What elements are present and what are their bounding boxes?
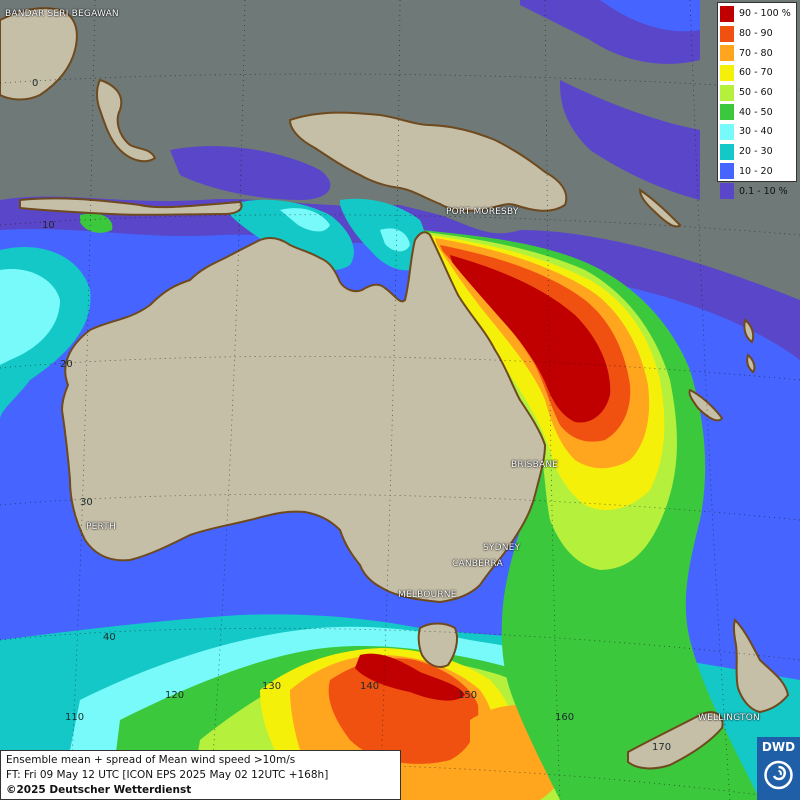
dwd-swirl-icon [764,760,793,790]
legend-row: 0.1 - 10 % [720,181,794,201]
legend-row: 30 - 40 [720,122,794,142]
info-copyright: ©2025 Deutscher Wetterdienst [6,784,192,796]
lon-label-120: 120 [165,690,185,701]
legend-label: 70 - 80 [739,47,773,59]
lat-label-20: 20 [60,359,73,370]
legend-swatch [720,84,734,101]
legend-row: 10 - 20 [720,162,794,182]
legend-swatch [720,5,734,22]
legend-swatch [720,123,734,140]
legend-label: 20 - 30 [739,146,773,158]
legend-swatch [720,45,734,62]
lon-label-170: 170 [652,742,672,753]
legend-label: 0.1 - 10 % [739,185,788,197]
legend-label: 60 - 70 [739,67,773,79]
lat-label-10: 10 [42,220,55,231]
legend-label: 40 - 50 [739,106,773,118]
legend-row: 90 - 100 % [720,4,794,24]
dwd-logo: DWD [757,737,800,800]
lat-label-0: 0 [32,78,39,89]
info-forecast-time: FT: Fri 09 May 12 UTC [ICON EPS 2025 May… [6,769,329,781]
landmass [0,7,790,770]
city-bandar-seri-begawan: BANDAR SERI BEGAWAN [5,9,119,19]
legend-swatch [720,25,734,42]
legend-swatch [720,163,734,180]
city-wellington: WELLINGTON [698,713,760,723]
lon-label-160: 160 [555,712,575,723]
city-perth: PERTH [86,522,116,532]
info-box: Ensemble mean + spread of Mean wind spee… [0,750,401,800]
legend-row: 80 - 90 [720,24,794,44]
legend-row: 40 - 50 [720,102,794,122]
city-brisbane: BRISBANE [511,460,559,470]
city-melbourne: MELBOURNE [398,590,457,600]
lon-label-130: 130 [262,681,282,692]
dwd-logo-text: DWD [761,740,796,754]
lon-label-140: 140 [360,681,380,692]
legend-label: 10 - 20 [739,165,773,177]
city-port-moresby: PORT MORESBY [446,207,519,217]
legend-label: 80 - 90 [739,28,773,40]
city-sydney: SYDNEY [483,543,521,553]
legend-label: 90 - 100 % [739,8,791,20]
lat-label-40: 40 [103,632,116,643]
legend-row: 20 - 30 [720,142,794,162]
legend-swatch [720,104,734,121]
legend-label: 50 - 60 [739,87,773,99]
legend-row: 50 - 60 [720,83,794,103]
city-canberra: CANBERRA [452,559,503,569]
legend-swatch [720,183,734,200]
lon-label-110: 110 [65,712,85,723]
lat-label-30: 30 [80,497,93,508]
legend-swatch [720,143,734,160]
legend-row: 70 - 80 [720,43,794,63]
info-product-title: Ensemble mean + spread of Mean wind spee… [6,754,296,766]
lon-label-150: 150 [458,690,478,701]
map-legend: 90 - 100 % 80 - 90 70 - 80 60 - 70 50 - 60 40… [717,2,797,200]
legend-swatch [720,64,734,81]
legend-label: 30 - 40 [739,126,773,138]
legend-row: 60 - 70 [720,63,794,83]
